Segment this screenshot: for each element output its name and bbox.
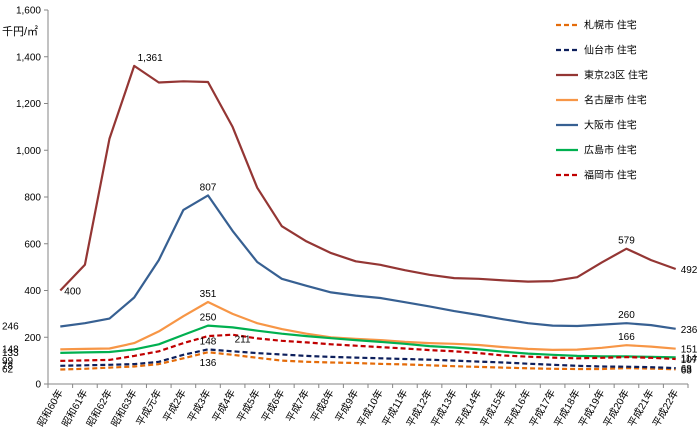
- chart-series-layer: [59, 64, 677, 371]
- x-tick-label: 平成9年: [332, 387, 361, 424]
- y-axis-unit-label: 千円/㎡: [2, 25, 38, 38]
- data-label: 236: [681, 325, 698, 336]
- data-label: 246: [2, 321, 19, 332]
- data-label: 114: [681, 353, 697, 364]
- series-line: [60, 333, 676, 362]
- y-tick-label: 400: [24, 286, 41, 297]
- x-tick-label: 平成2年: [160, 387, 189, 424]
- data-label: 99: [2, 356, 14, 367]
- y-tick-label: 1,200: [16, 99, 41, 110]
- data-label: 250: [200, 313, 217, 324]
- x-tick-label: 平成4年: [209, 387, 238, 424]
- series-line: [60, 324, 676, 359]
- legend-entry-label: 名古屋市 住宅: [584, 94, 647, 107]
- y-tick-label: 800: [24, 193, 41, 204]
- x-tick-label: 平成8年: [308, 387, 337, 424]
- y-tick-label: 600: [24, 239, 41, 250]
- chart-data-labels: 62 136 63 78 148 68 400 1,361 579 492 148 351 166 151…: [2, 53, 698, 376]
- y-tick-label: 1,000: [16, 146, 41, 157]
- series-line: [60, 194, 676, 330]
- data-label: 136: [200, 358, 217, 369]
- series-line: [60, 300, 676, 351]
- data-label: 211: [235, 335, 251, 346]
- x-tick-label: 平成5年: [234, 387, 263, 424]
- data-label: 351: [200, 289, 217, 300]
- data-label: 400: [64, 287, 81, 298]
- legend-entry-label: 大阪市 住宅: [584, 119, 637, 132]
- legend-entry-label: 広島市 住宅: [584, 144, 637, 157]
- data-label: 62: [2, 365, 14, 376]
- data-label: 807: [200, 182, 217, 193]
- data-label: 579: [618, 236, 635, 247]
- y-tick-label: 0: [35, 380, 41, 391]
- x-tick-label: 平成7年: [283, 387, 312, 424]
- legend-entry-label: 東京23区 住宅: [584, 69, 648, 82]
- y-tick-label: 1,400: [16, 52, 41, 63]
- legend-entry-label: 仙台市 住宅: [584, 44, 637, 57]
- data-label: 260: [618, 310, 635, 321]
- data-label: 78: [2, 361, 14, 372]
- legend-entry-label: 札幌市 住宅: [584, 19, 637, 32]
- data-label: 148: [2, 344, 19, 355]
- data-label: 63: [681, 365, 693, 376]
- x-tick-label: 平成6年: [258, 387, 287, 424]
- series-line: [59, 64, 677, 292]
- data-label: 133: [2, 348, 19, 359]
- x-tick-label: 平成3年: [185, 387, 214, 424]
- legend-entry-label: 福岡市 住宅: [584, 169, 637, 182]
- y-tick-label: 1,600: [16, 6, 41, 17]
- data-label: 151: [681, 345, 698, 356]
- data-label: 148: [200, 336, 217, 347]
- data-label: 1,361: [138, 53, 163, 64]
- data-label: 166: [618, 332, 635, 343]
- data-label: 68: [681, 364, 693, 375]
- data-label: 492: [681, 265, 698, 276]
- series-line: [60, 351, 676, 371]
- data-label: 107: [681, 355, 698, 366]
- y-tick-label: 200: [24, 333, 41, 344]
- series-line: [60, 348, 676, 370]
